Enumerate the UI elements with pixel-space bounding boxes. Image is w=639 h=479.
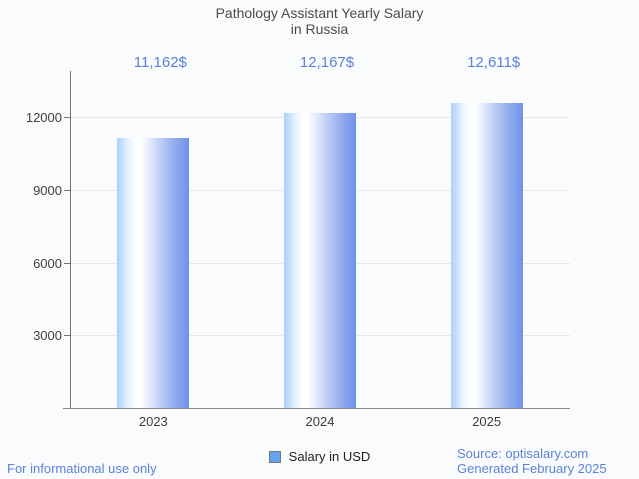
disclaimer-text: For informational use only	[7, 461, 157, 476]
y-axis-line	[70, 71, 71, 408]
x-axis-label: 2025	[472, 414, 502, 429]
source-block: Source: optisalary.com Generated Februar…	[457, 446, 607, 476]
generated-text: Generated February 2025	[457, 461, 607, 476]
chart-title-line1: Pathology Assistant Yearly Salary	[215, 5, 424, 21]
bar-value-label: 11,162$	[133, 54, 187, 71]
bar	[450, 102, 523, 408]
y-axis-tick	[64, 262, 70, 264]
chart-title-line2: in Russia	[290, 21, 349, 37]
y-axis-label: 3000	[33, 328, 62, 344]
x-axis-line	[63, 408, 570, 409]
chart-legend: Salary in USD	[0, 449, 639, 464]
chart-title: Pathology Assistant Yearly Salary in Rus…	[0, 5, 639, 37]
y-axis-tick	[64, 335, 70, 337]
y-axis-tick	[64, 190, 70, 192]
bar	[284, 113, 356, 408]
legend-marker-icon	[268, 450, 281, 463]
y-axis-tick	[64, 117, 70, 119]
bar	[117, 137, 190, 408]
x-axis-label: 2023	[138, 414, 168, 429]
y-axis-label: 6000	[33, 255, 62, 271]
y-axis-label: 9000	[33, 183, 62, 199]
source-text: Source: optisalary.com	[457, 446, 589, 461]
legend-label: Salary in USD	[288, 449, 371, 464]
bar-value-label: 12,611$	[467, 54, 521, 71]
bar-value-label: 12,167$	[299, 54, 355, 71]
y-axis-label: 12000	[25, 110, 62, 126]
x-axis-label: 2024	[305, 414, 335, 429]
